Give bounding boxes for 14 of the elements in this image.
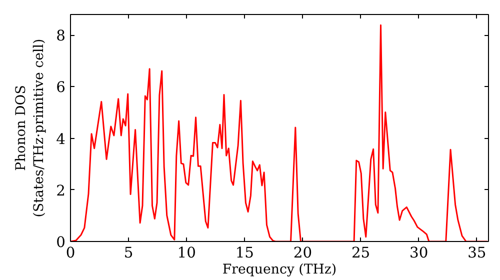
x-tick-label: 25 [351, 244, 370, 262]
x-tick-label: 10 [177, 244, 196, 262]
x-tick-label: 35 [468, 244, 486, 262]
x-tick-label: 20 [293, 244, 312, 262]
x-axis-title: Frequency (THz) [222, 262, 337, 278]
y-tick-label: 6 [56, 79, 66, 96]
y-tick-label: 2 [56, 182, 66, 200]
x-tick-label: 30 [410, 244, 428, 262]
y-axis-title: Phonon DOS (States/THz·primitive cell) [14, 38, 48, 218]
y-tick-label: 8 [56, 28, 66, 45]
x-tick-label: 15 [235, 244, 254, 262]
y-tick-label: 0 [56, 234, 66, 251]
x-tick-label: 5 [124, 244, 134, 262]
y-tick-label: 4 [56, 130, 66, 148]
